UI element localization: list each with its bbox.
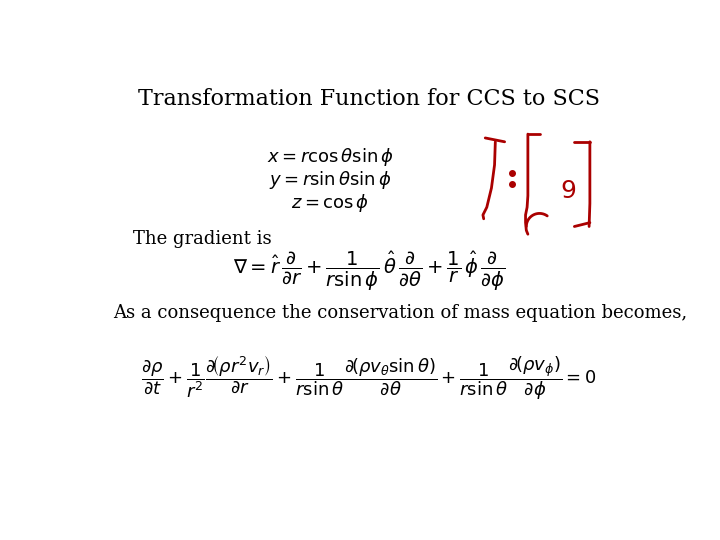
Text: $\nabla = \hat{r}\,\dfrac{\partial}{\partial r} + \dfrac{1}{r\sin\phi}\,\hat{\th: $\nabla = \hat{r}\,\dfrac{\partial}{\par…	[233, 249, 505, 293]
Text: $z = \cos\phi$: $z = \cos\phi$	[291, 192, 369, 214]
Text: The gradient is: The gradient is	[132, 231, 271, 248]
Text: Transformation Function for CCS to SCS: Transformation Function for CCS to SCS	[138, 88, 600, 110]
Text: $\mathit{9}$: $\mathit{9}$	[560, 180, 576, 204]
Text: $y = r\sin\theta\sin\phi$: $y = r\sin\theta\sin\phi$	[269, 168, 392, 191]
Text: $\dfrac{\partial\rho}{\partial t} + \dfrac{1}{r^2}\dfrac{\partial\!\left(\rho r^: $\dfrac{\partial\rho}{\partial t} + \dfr…	[141, 354, 597, 402]
Text: $x = r\cos\theta\sin\phi$: $x = r\cos\theta\sin\phi$	[267, 146, 394, 167]
Text: As a consequence the conservation of mass equation becomes,: As a consequence the conservation of mas…	[113, 303, 688, 321]
